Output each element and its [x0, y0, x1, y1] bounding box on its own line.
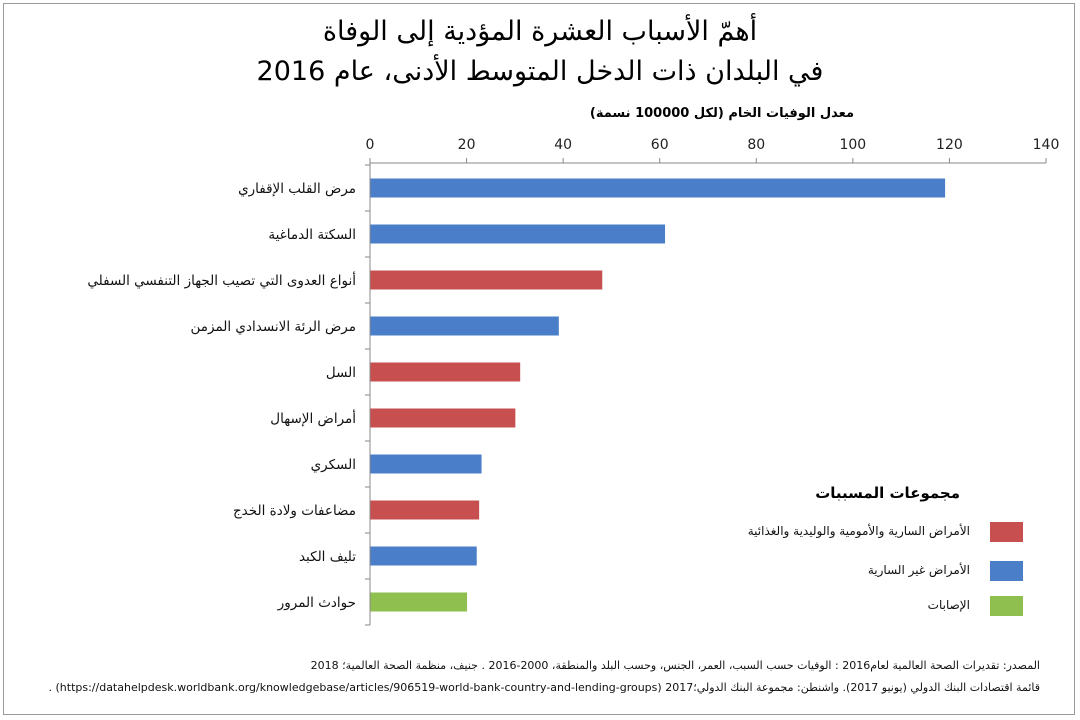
category-label: السكتة الدماغية	[268, 227, 356, 243]
bar-5	[370, 362, 521, 382]
legend-swatch-injuries	[990, 596, 1023, 616]
legend-swatch-communicable	[990, 522, 1023, 542]
source-line2: قائمة اقتصادات البنك الدولي (يونيو 2017)…	[48, 681, 1040, 694]
legend-label-communicable: الأمراض السارية والأمومية والوليدية والغ…	[747, 524, 970, 538]
bar-6	[370, 408, 516, 428]
category-label: تليف الكبد	[299, 549, 356, 565]
x-tick-label: 100	[839, 137, 866, 153]
x-tick-label: 20	[458, 137, 476, 153]
figure-frame	[3, 3, 1075, 715]
bar-1	[370, 178, 946, 198]
chart-title-line2: في البلدان ذات الدخل المتوسط الأدنى، عام…	[256, 56, 824, 87]
category-label: أمراض الإسهال	[270, 409, 356, 427]
category-label: السكري	[311, 457, 356, 473]
source-line1: المصدر: تقديرات الصحة العالمية لعام2016 …	[310, 659, 1040, 672]
x-axis-title: معدل الوفيات الخام (لكل 100000 نسمة)	[589, 106, 854, 121]
bar-7	[370, 454, 482, 474]
category-label: أنواع العدوى التي تصيب الجهاز التنفسي ال…	[87, 271, 356, 289]
category-label: حوادث المرور	[277, 595, 356, 611]
category-label: السل	[326, 365, 356, 381]
bar-8	[370, 500, 480, 520]
bar-10	[370, 592, 468, 612]
legend-label-injuries: الإصابات	[927, 598, 970, 612]
x-tick-label: 120	[936, 137, 963, 153]
x-tick-label: 60	[651, 137, 669, 153]
category-label: مرض القلب الإقفاري	[238, 181, 356, 197]
chart-title-line1: أهمّ الأسباب العشرة المؤدية إلى الوفاة	[322, 16, 758, 47]
bar-2	[370, 224, 666, 244]
legend-item-noncommunicable: الأمراض غير السارية	[640, 561, 1023, 583]
x-tick-label: 140	[1033, 137, 1060, 153]
legend-title: مجموعات المسببات	[815, 484, 960, 502]
category-label: مضاعفات ولادة الخدج	[233, 503, 356, 519]
x-tick-label: 40	[554, 137, 572, 153]
bar-3	[370, 270, 603, 290]
legend-label-noncommunicable: الأمراض غير السارية	[867, 563, 970, 577]
legend-swatch-noncommunicable	[990, 561, 1023, 581]
legend-item-communicable: الأمراض السارية والأمومية والوليدية والغ…	[640, 522, 1023, 544]
category-label: مرض الرئة الانسدادي المزمن	[191, 319, 356, 335]
legend-item-injuries: الإصابات	[640, 596, 1023, 618]
x-tick-label: 80	[747, 137, 765, 153]
x-tick-label: 0	[366, 137, 375, 153]
bar-9	[370, 546, 477, 566]
bar-4	[370, 316, 559, 336]
